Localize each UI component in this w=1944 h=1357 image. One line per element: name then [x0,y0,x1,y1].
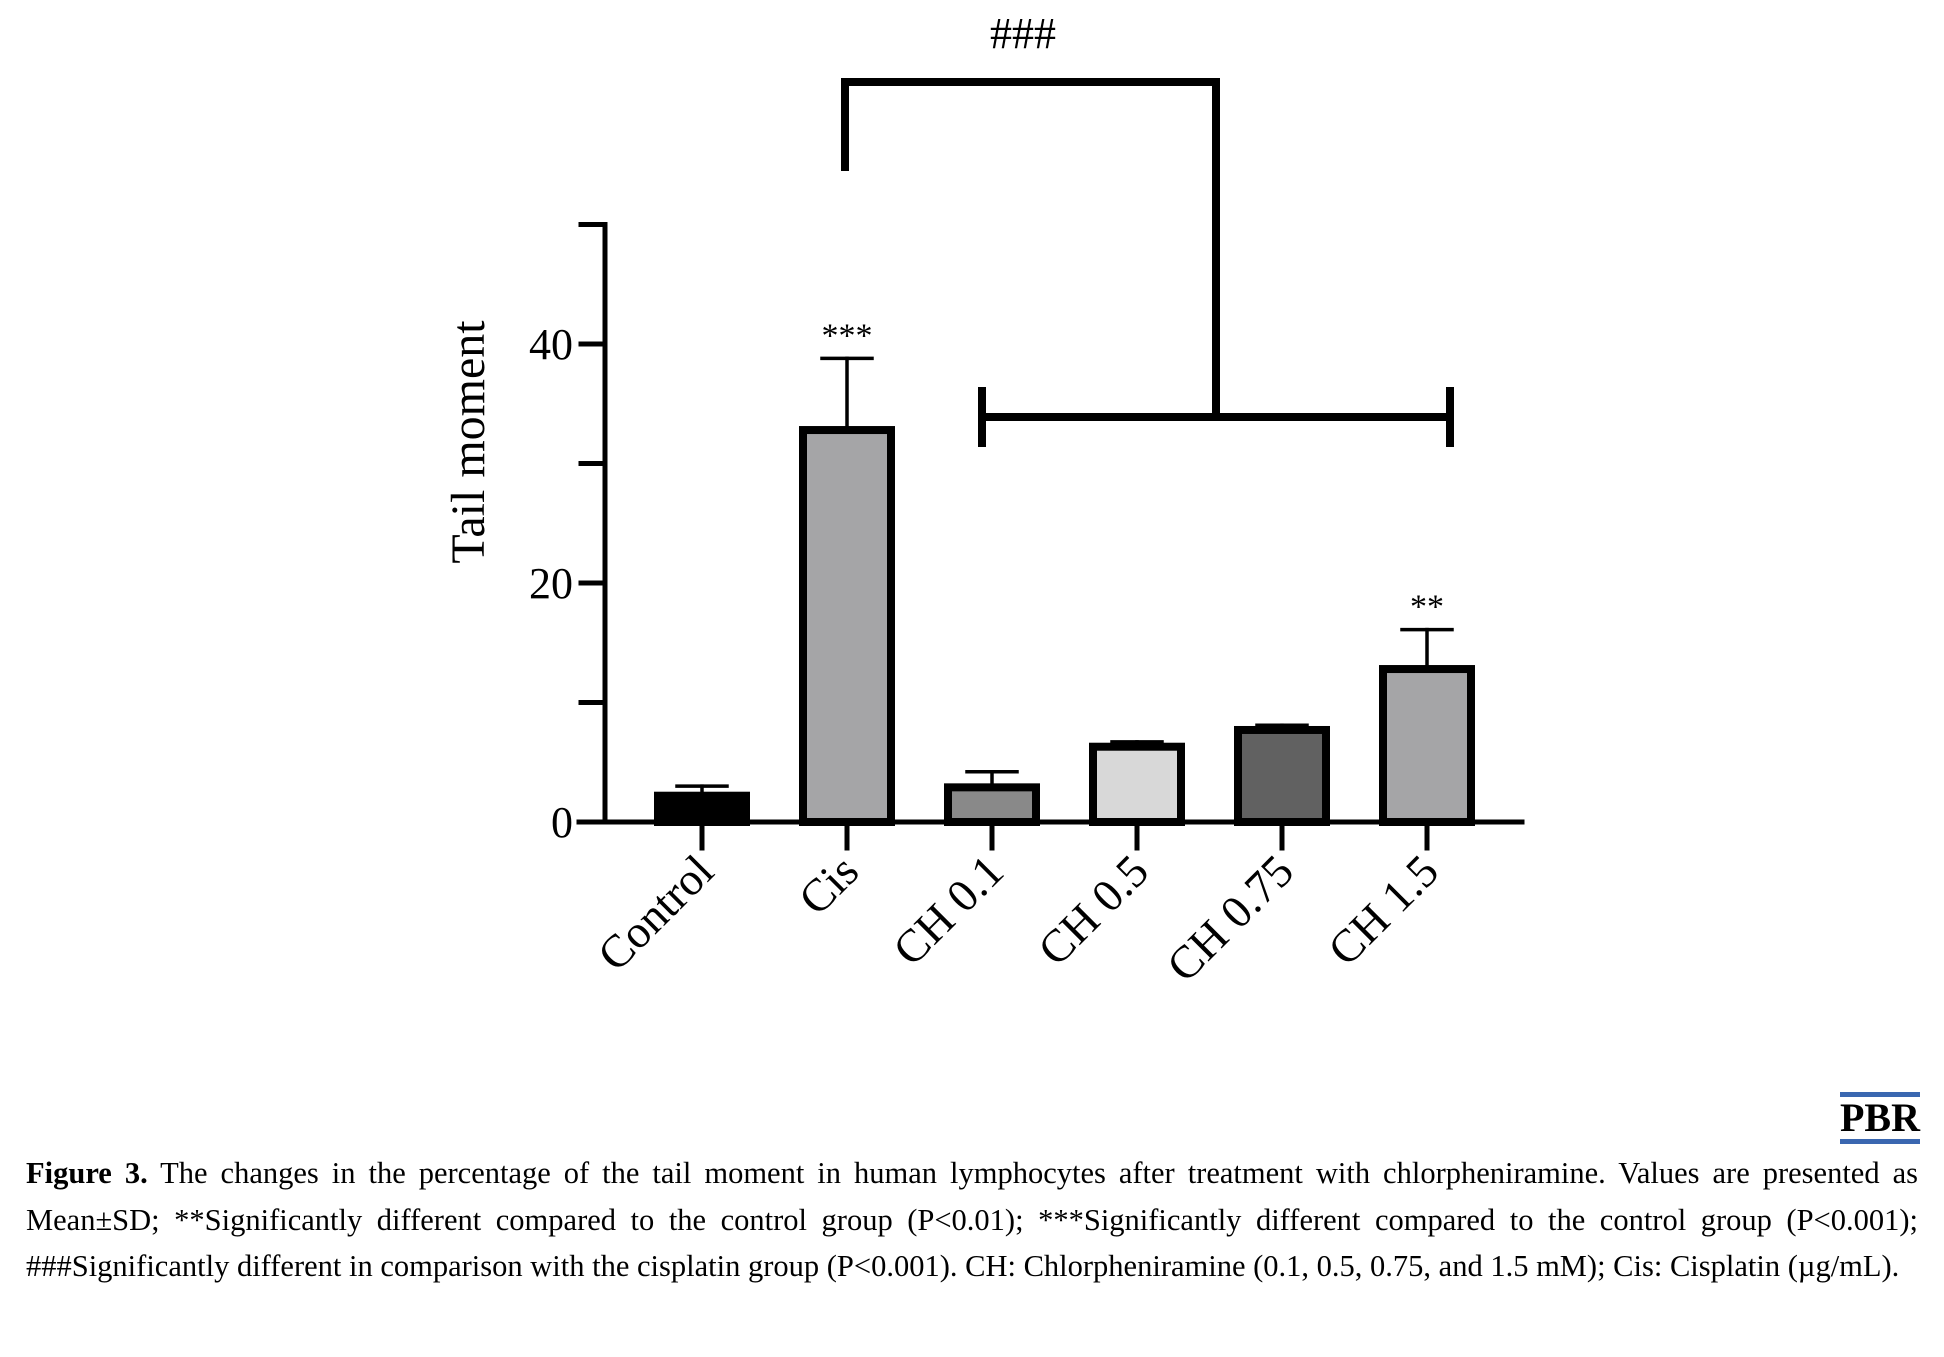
bracket-significance-label: ### [990,9,1056,58]
significance-label: *** [822,317,873,354]
bar [1234,725,1330,826]
x-tick-label: Control [588,845,723,980]
y-tick-label: 0 [551,798,573,847]
significance-label: ** [1410,589,1444,626]
bar [1089,742,1185,827]
figure-label: Figure 3. [26,1156,148,1190]
y-tick-label: 40 [529,320,573,369]
y-axis-label: Tail moment [442,320,495,564]
figure-caption: Figure 3. The changes in the percentage … [26,1150,1918,1290]
bar [1379,665,1475,826]
y-tick-label: 20 [529,559,573,608]
bar [799,426,895,826]
x-tick-label: CH 0.5 [1028,845,1158,975]
x-tick-label: CH 1.5 [1318,845,1448,975]
x-tick-label: CH 0.75 [1157,845,1303,991]
bar [654,791,750,827]
caption-text: The changes in the percentage of the tai… [26,1156,1918,1283]
journal-logo-text: PBR [1840,1092,1920,1144]
comparison-bracket [841,78,1220,417]
x-tick-label: Cis [789,845,868,924]
journal-logo: PBR [1840,1090,1920,1144]
bar [944,783,1040,826]
x-tick-label: CH 0.1 [883,845,1013,975]
